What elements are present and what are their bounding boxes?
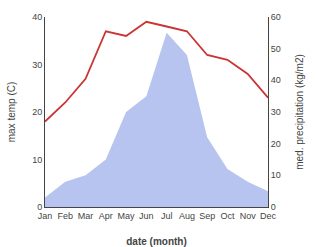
svg-text:10: 10 <box>271 170 281 180</box>
svg-text:Jan: Jan <box>38 211 53 221</box>
svg-text:Mar: Mar <box>78 211 94 221</box>
svg-text:20: 20 <box>271 139 281 149</box>
svg-text:40: 40 <box>32 12 42 22</box>
svg-text:med. precipitation (kg/m2): med. precipitation (kg/m2) <box>294 54 305 170</box>
svg-text:max temp (C): max temp (C) <box>6 82 17 143</box>
svg-text:30: 30 <box>271 107 281 117</box>
svg-text:Jun: Jun <box>139 211 154 221</box>
svg-text:Sep: Sep <box>199 211 215 221</box>
svg-text:60: 60 <box>271 12 281 22</box>
svg-text:date (month): date (month) <box>126 236 187 247</box>
svg-text:Dec: Dec <box>260 211 277 221</box>
svg-text:Apr: Apr <box>99 211 113 221</box>
svg-text:Aug: Aug <box>179 211 195 221</box>
svg-text:10: 10 <box>32 155 42 165</box>
svg-text:Oct: Oct <box>220 211 235 221</box>
svg-text:20: 20 <box>32 107 42 117</box>
svg-text:50: 50 <box>271 44 281 54</box>
svg-text:Nov: Nov <box>240 211 257 221</box>
svg-text:0: 0 <box>271 202 276 212</box>
svg-text:Jul: Jul <box>161 211 173 221</box>
svg-text:40: 40 <box>271 75 281 85</box>
svg-text:May: May <box>118 211 136 221</box>
svg-text:30: 30 <box>32 60 42 70</box>
svg-text:Feb: Feb <box>58 211 74 221</box>
svg-text:0: 0 <box>37 202 42 212</box>
